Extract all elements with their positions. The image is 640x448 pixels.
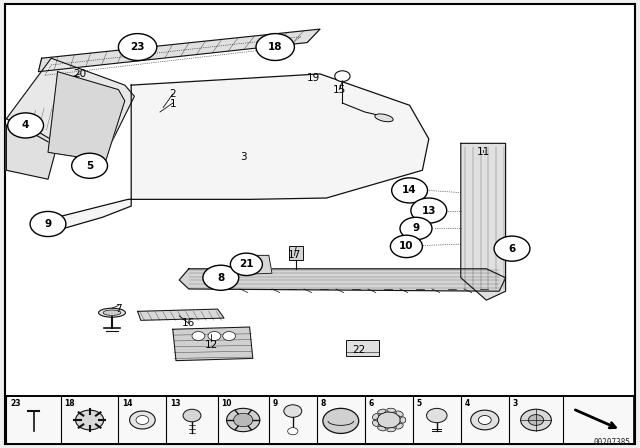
Text: 1: 1 bbox=[170, 99, 176, 109]
Text: 5: 5 bbox=[417, 399, 422, 408]
Text: 16: 16 bbox=[182, 319, 195, 328]
Circle shape bbox=[288, 427, 298, 435]
Text: 21: 21 bbox=[239, 259, 253, 269]
Circle shape bbox=[411, 198, 447, 223]
Circle shape bbox=[471, 410, 499, 430]
Text: 14: 14 bbox=[403, 185, 417, 195]
Circle shape bbox=[234, 413, 253, 426]
Circle shape bbox=[230, 253, 262, 276]
Circle shape bbox=[256, 34, 294, 60]
Circle shape bbox=[8, 113, 44, 138]
Ellipse shape bbox=[387, 428, 396, 432]
Circle shape bbox=[479, 416, 492, 425]
Ellipse shape bbox=[378, 409, 386, 414]
Circle shape bbox=[208, 332, 221, 340]
Text: 12: 12 bbox=[205, 340, 218, 350]
Ellipse shape bbox=[378, 426, 386, 431]
Circle shape bbox=[192, 332, 205, 340]
Text: 3: 3 bbox=[240, 152, 246, 162]
Text: 23: 23 bbox=[10, 399, 20, 408]
Text: 4: 4 bbox=[22, 121, 29, 130]
Circle shape bbox=[427, 409, 447, 423]
Text: 8: 8 bbox=[321, 399, 326, 408]
Polygon shape bbox=[138, 309, 224, 320]
Circle shape bbox=[335, 71, 350, 82]
Circle shape bbox=[118, 34, 157, 60]
Polygon shape bbox=[179, 269, 506, 291]
Polygon shape bbox=[243, 255, 272, 274]
Text: 17: 17 bbox=[288, 250, 301, 260]
Ellipse shape bbox=[103, 310, 121, 315]
Circle shape bbox=[136, 416, 149, 425]
Text: 22: 22 bbox=[352, 345, 365, 355]
Ellipse shape bbox=[396, 424, 403, 429]
Text: 18: 18 bbox=[268, 42, 282, 52]
Text: 19: 19 bbox=[307, 73, 320, 83]
Circle shape bbox=[129, 411, 156, 429]
Text: 6: 6 bbox=[369, 399, 374, 408]
Polygon shape bbox=[461, 143, 506, 300]
Bar bbox=[6, 396, 634, 444]
Text: 5: 5 bbox=[86, 161, 93, 171]
Ellipse shape bbox=[396, 411, 403, 416]
Polygon shape bbox=[6, 119, 58, 179]
Text: 15: 15 bbox=[333, 85, 346, 95]
Circle shape bbox=[203, 265, 239, 290]
Text: 13: 13 bbox=[422, 206, 436, 215]
Text: 14: 14 bbox=[122, 399, 132, 408]
Circle shape bbox=[323, 409, 358, 434]
Text: 3: 3 bbox=[513, 399, 518, 408]
Bar bbox=[289, 246, 303, 260]
Polygon shape bbox=[48, 74, 429, 233]
Text: 11: 11 bbox=[477, 147, 490, 157]
Text: 9: 9 bbox=[412, 224, 420, 233]
Circle shape bbox=[223, 332, 236, 340]
Circle shape bbox=[378, 412, 401, 428]
Circle shape bbox=[72, 153, 108, 178]
Circle shape bbox=[529, 415, 543, 426]
Text: 9: 9 bbox=[44, 219, 52, 229]
Circle shape bbox=[494, 236, 530, 261]
Circle shape bbox=[76, 410, 104, 430]
Text: 10: 10 bbox=[221, 399, 232, 408]
Polygon shape bbox=[48, 72, 125, 161]
Polygon shape bbox=[38, 29, 320, 72]
Text: 18: 18 bbox=[65, 399, 76, 408]
Text: 8: 8 bbox=[217, 273, 225, 283]
Ellipse shape bbox=[372, 420, 379, 426]
Circle shape bbox=[390, 235, 422, 258]
Text: 10: 10 bbox=[399, 241, 413, 251]
Ellipse shape bbox=[387, 408, 396, 412]
Text: 7: 7 bbox=[115, 304, 122, 314]
Bar bbox=[346, 340, 379, 356]
Ellipse shape bbox=[99, 308, 125, 317]
Circle shape bbox=[227, 409, 260, 432]
Circle shape bbox=[521, 409, 552, 431]
Text: 9: 9 bbox=[273, 399, 278, 408]
Text: 00207385: 00207385 bbox=[593, 438, 630, 447]
Ellipse shape bbox=[400, 417, 406, 423]
Circle shape bbox=[30, 211, 66, 237]
Circle shape bbox=[400, 217, 432, 240]
Text: 20: 20 bbox=[74, 69, 86, 79]
Text: 4: 4 bbox=[465, 399, 470, 408]
Polygon shape bbox=[173, 327, 253, 361]
Ellipse shape bbox=[372, 414, 379, 420]
Text: 23: 23 bbox=[131, 42, 145, 52]
Ellipse shape bbox=[375, 114, 393, 122]
Text: 13: 13 bbox=[170, 399, 180, 408]
Circle shape bbox=[183, 409, 201, 422]
Circle shape bbox=[284, 405, 302, 418]
Text: 2: 2 bbox=[170, 89, 176, 99]
Text: 6: 6 bbox=[508, 244, 516, 254]
Polygon shape bbox=[6, 58, 134, 170]
Circle shape bbox=[392, 178, 428, 203]
